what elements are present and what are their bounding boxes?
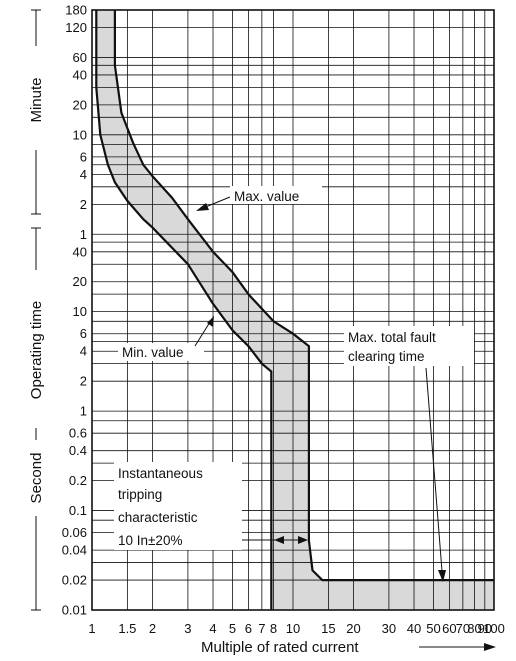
y-tick-label: 0.6 — [69, 426, 87, 441]
x-tick-label: 1.5 — [118, 621, 136, 636]
x-tick-label: 6 — [245, 621, 252, 636]
instantaneous-annotation: Instantaneous tripping characteristic 10… — [114, 462, 308, 550]
min-value-label: Min. value — [122, 345, 184, 360]
y-tick-label: 0.1 — [69, 503, 87, 518]
max-value-curve — [113, 10, 494, 582]
y-tick-label: 180 — [65, 3, 87, 18]
tick-label-layer: 1 1.5 2 3 4 5 6 7 8 10 15 20 30 40 50 60708090100180120… — [62, 3, 505, 637]
y-tick-label: 0.2 — [69, 473, 87, 488]
x-tick-label: 10 — [286, 621, 300, 636]
x-axis-arrow — [419, 643, 496, 651]
y-tick-label: 0.04 — [62, 543, 87, 558]
instantaneous-label-line3: characteristic — [118, 510, 198, 525]
instantaneous-label-line1: Instantaneous — [118, 466, 203, 481]
x-axis-label: Multiple of rated current — [201, 639, 359, 656]
max-value-annotation: Max. value — [196, 186, 322, 211]
y-tick-label: 0.06 — [62, 525, 87, 540]
x-tick-label: 50 — [426, 621, 440, 636]
x-tick-label: 20 — [346, 621, 360, 636]
plot-frame — [91, 9, 495, 611]
max-total-fault-label-line1: Max. total fault — [348, 330, 436, 345]
y-tick-label: 2 — [80, 374, 87, 389]
min-value-curve — [95, 10, 273, 610]
x-tick-label: 80 — [467, 621, 481, 636]
y-tick-label: 6 — [80, 326, 87, 341]
y-tick-label: 10 — [73, 127, 87, 142]
y-tick-label: 20 — [73, 274, 87, 289]
y-tick-label: 4 — [80, 167, 87, 182]
x-tick-label: 2 — [149, 621, 156, 636]
tripping-band-layer — [96, 10, 495, 610]
max-total-fault-annotation: Max. total fault clearing time — [344, 326, 474, 582]
minute-label: Minute — [28, 77, 45, 122]
x-tick-label: 5 — [229, 621, 236, 636]
y-tick-label: 0.02 — [62, 573, 87, 588]
curve-layer — [95, 10, 494, 610]
max-value-label: Max. value — [234, 189, 299, 204]
operating-time-label: Operating time — [28, 301, 45, 399]
x-tick-label: 8 — [270, 621, 277, 636]
y-tick-label: 0.01 — [62, 603, 87, 618]
x-tick-label: 40 — [407, 621, 421, 636]
x-tick-label: 90 — [478, 621, 492, 636]
y-tick-label: 1 — [80, 404, 87, 419]
x-tick-label: 3 — [184, 621, 191, 636]
second-label: Second — [28, 453, 45, 504]
instantaneous-label-line4: 10 In±20% — [118, 533, 182, 548]
y-tick-label: 2 — [80, 197, 87, 212]
y-unit-brackets — [31, 9, 41, 611]
y-tick-label: 1 — [80, 227, 87, 242]
y-tick-label: 60 — [73, 50, 87, 65]
y-tick-label: 20 — [73, 97, 87, 112]
y-tick-label: 6 — [80, 149, 87, 164]
x-tick-label: 60 — [442, 621, 456, 636]
x-tick-label: 15 — [321, 621, 335, 636]
x-tick-label: 30 — [382, 621, 396, 636]
min-value-annotation: Min. value — [118, 316, 214, 361]
x-tick-label: 100 — [483, 621, 505, 636]
max-total-fault-label-line2: clearing time — [348, 349, 425, 364]
x-tick-label: 70 — [456, 621, 470, 636]
x-tick-label: 7 — [258, 621, 265, 636]
instantaneous-label-line2: tripping — [118, 487, 162, 502]
tripping-band — [96, 10, 495, 610]
x-tick-label: 4 — [209, 621, 216, 636]
y-tick-label: 120 — [65, 20, 87, 35]
y-tick-label: 4 — [80, 344, 87, 359]
y-tick-label: 10 — [73, 304, 87, 319]
y-tick-label: 0.4 — [69, 443, 87, 458]
y-tick-label: 40 — [73, 67, 87, 82]
x-tick-label: 1 — [88, 621, 95, 636]
y-tick-label: 40 — [73, 244, 87, 259]
